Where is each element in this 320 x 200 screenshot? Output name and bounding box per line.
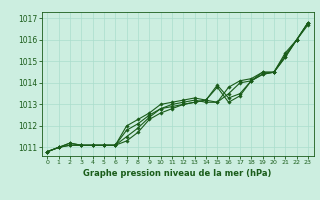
X-axis label: Graphe pression niveau de la mer (hPa): Graphe pression niveau de la mer (hPa) xyxy=(84,169,272,178)
